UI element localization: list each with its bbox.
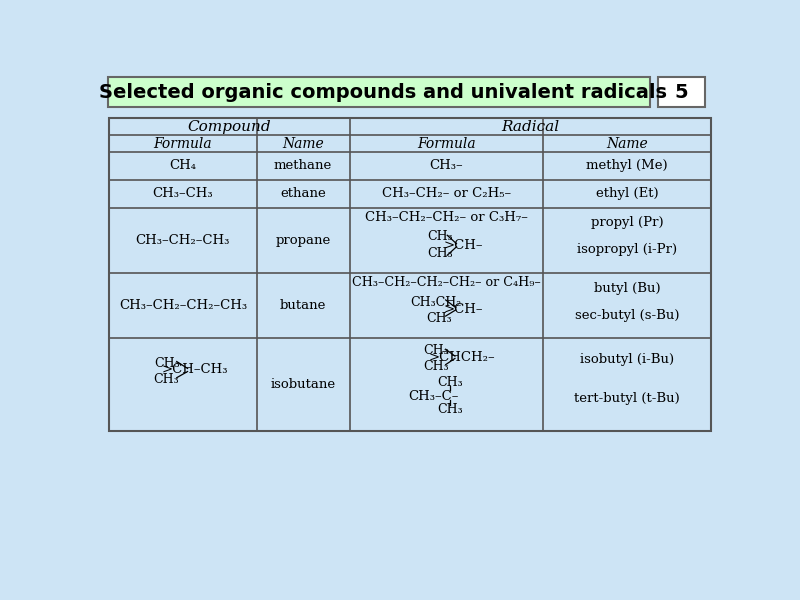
Text: CH₃–: CH₃– xyxy=(430,160,463,172)
Text: CH₃–CH₃: CH₃–CH₃ xyxy=(153,187,214,200)
Text: Formula: Formula xyxy=(154,137,212,151)
Text: Name: Name xyxy=(606,137,648,151)
Text: >CH–CH₃: >CH–CH₃ xyxy=(162,364,228,376)
Text: >CH–: >CH– xyxy=(444,302,483,316)
Text: Formula: Formula xyxy=(417,137,476,151)
Text: CH₃: CH₃ xyxy=(426,312,451,325)
Text: Compound: Compound xyxy=(188,119,271,134)
Text: CH₃CH₂: CH₃CH₂ xyxy=(410,296,461,309)
Text: CH₃–CH₂–CH₂–CH₂– or C₄H₉–: CH₃–CH₂–CH₂–CH₂– or C₄H₉– xyxy=(352,277,541,289)
Text: butyl (Bu): butyl (Bu) xyxy=(594,282,660,295)
Text: CH₃: CH₃ xyxy=(153,373,178,386)
Text: isobutyl (i-Bu): isobutyl (i-Bu) xyxy=(580,353,674,367)
Text: >CH–: >CH– xyxy=(444,239,483,252)
Text: 5: 5 xyxy=(674,83,688,101)
Text: CH₃–CH₂–CH₂–CH₃: CH₃–CH₂–CH₂–CH₃ xyxy=(119,299,247,312)
Bar xyxy=(110,118,710,431)
Text: CH₃: CH₃ xyxy=(422,344,448,357)
Text: CH₃: CH₃ xyxy=(422,359,448,373)
Text: ethyl (Et): ethyl (Et) xyxy=(596,187,658,200)
Text: propane: propane xyxy=(275,234,330,247)
Text: CH₃: CH₃ xyxy=(154,356,180,370)
Text: CH₃: CH₃ xyxy=(438,376,463,389)
Text: methyl (Me): methyl (Me) xyxy=(586,160,668,172)
Text: methane: methane xyxy=(274,160,332,172)
Text: Radical: Radical xyxy=(501,119,559,134)
Text: isobutane: isobutane xyxy=(270,378,336,391)
Text: CH₃: CH₃ xyxy=(438,403,463,416)
Text: Selected organic compounds and univalent radicals: Selected organic compounds and univalent… xyxy=(99,83,667,101)
Text: tert-butyl (t-Bu): tert-butyl (t-Bu) xyxy=(574,392,680,405)
Text: isopropyl (i-Pr): isopropyl (i-Pr) xyxy=(577,244,677,256)
Text: Name: Name xyxy=(282,137,324,151)
Text: CH₃–C–: CH₃–C– xyxy=(408,389,458,403)
Text: CH₃–CH₂–CH₂– or C₃H₇–: CH₃–CH₂–CH₂– or C₃H₇– xyxy=(365,211,528,224)
Text: CH₄: CH₄ xyxy=(170,160,197,172)
Bar xyxy=(658,77,705,107)
Text: ethane: ethane xyxy=(280,187,326,200)
Text: CH₃–CH₂–CH₃: CH₃–CH₂–CH₃ xyxy=(136,234,230,247)
Bar xyxy=(108,77,650,107)
Text: >CHCH₂–: >CHCH₂– xyxy=(429,351,495,364)
Text: CH₃: CH₃ xyxy=(427,230,453,243)
Text: CH₃–CH₂– or C₂H₅–: CH₃–CH₂– or C₂H₅– xyxy=(382,187,511,200)
Text: sec-butyl (s-Bu): sec-butyl (s-Bu) xyxy=(574,309,679,322)
Text: propyl (Pr): propyl (Pr) xyxy=(590,217,663,229)
Text: butane: butane xyxy=(280,299,326,312)
Text: CH₃: CH₃ xyxy=(427,247,453,260)
